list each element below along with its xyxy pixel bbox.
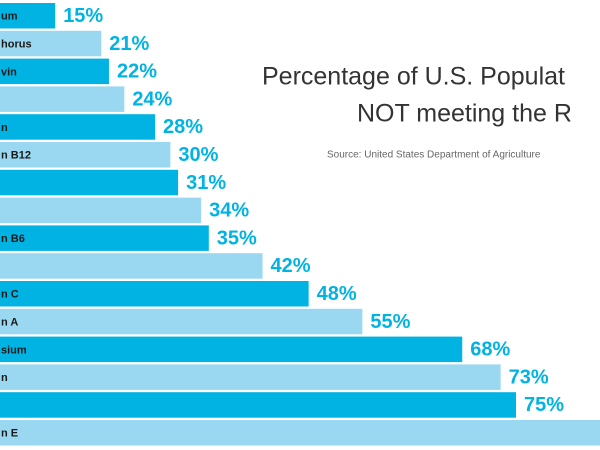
bar bbox=[0, 253, 263, 279]
category-label: n B6 bbox=[1, 233, 25, 245]
bar bbox=[0, 3, 56, 29]
bar bbox=[0, 30, 102, 57]
value-label: 34% bbox=[209, 200, 249, 222]
value-label: 31% bbox=[186, 172, 226, 194]
bar bbox=[0, 392, 516, 418]
value-label: 55% bbox=[370, 311, 410, 333]
category-label: um bbox=[1, 11, 18, 23]
bar bbox=[0, 142, 171, 168]
value-label: 42% bbox=[271, 255, 311, 277]
category-label: n A bbox=[1, 316, 18, 328]
bar bbox=[0, 86, 125, 112]
bar bbox=[0, 308, 363, 335]
category-label: vin bbox=[1, 66, 17, 78]
value-label: 24% bbox=[132, 88, 172, 110]
source: Source: United States Department of Agri… bbox=[327, 150, 541, 161]
value-label: 30% bbox=[178, 144, 218, 166]
bar bbox=[0, 58, 109, 85]
category-label: horus bbox=[1, 38, 32, 50]
category-label: n C bbox=[1, 289, 19, 301]
value-label: 21% bbox=[109, 33, 149, 55]
category-label: n bbox=[1, 372, 8, 384]
bar bbox=[0, 336, 463, 363]
value-label: 73% bbox=[509, 366, 549, 388]
bar bbox=[0, 225, 209, 251]
bar bbox=[0, 281, 309, 307]
category-label: n bbox=[1, 122, 8, 134]
value-label: 68% bbox=[470, 339, 510, 361]
bar bbox=[0, 364, 501, 390]
category-label: sium bbox=[1, 344, 27, 356]
bar bbox=[0, 114, 156, 140]
category-label: n B12 bbox=[1, 150, 31, 162]
chart-title: Percentage of U.S. Populat bbox=[262, 63, 565, 91]
bar bbox=[0, 169, 179, 196]
value-label: 35% bbox=[217, 227, 257, 249]
value-label: 22% bbox=[117, 61, 157, 83]
chart-title: NOT meeting the R bbox=[357, 100, 572, 128]
bar bbox=[0, 420, 600, 446]
category-label: n E bbox=[1, 428, 18, 440]
value-label: 15% bbox=[63, 5, 103, 27]
value-label: 75% bbox=[524, 394, 564, 416]
value-label: 48% bbox=[317, 283, 357, 305]
bar bbox=[0, 197, 202, 224]
value-label: 28% bbox=[163, 116, 203, 138]
